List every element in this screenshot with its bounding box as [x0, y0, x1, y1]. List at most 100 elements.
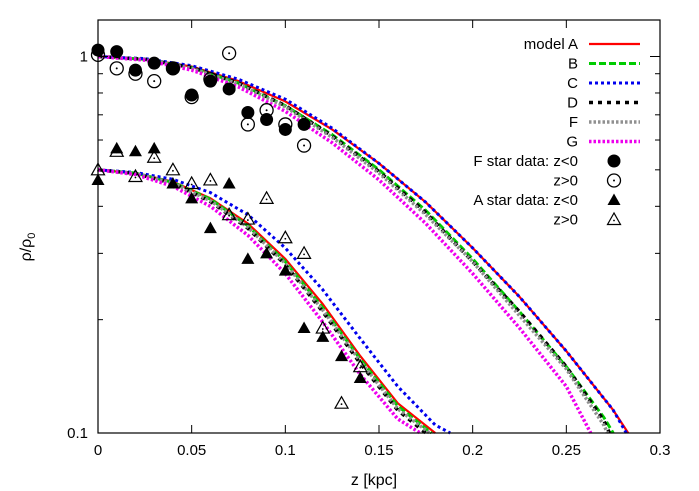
- legend-label: B: [568, 56, 578, 73]
- triangle-marker: [352, 358, 368, 373]
- data-point-3-12: [297, 321, 311, 334]
- x-tick-label: 0.15: [364, 442, 393, 459]
- x-tick-label: 0.1: [275, 442, 296, 459]
- triangle-marker: [296, 245, 312, 259]
- triangle-marker-center: [172, 169, 174, 172]
- y-axis-title-main: ρ/ρ: [18, 239, 35, 262]
- circle-marker: [259, 103, 274, 118]
- circle-marker: [297, 117, 311, 131]
- data-point-2-12: [296, 138, 312, 153]
- data-point-2-9: [240, 117, 256, 132]
- triangle-marker-center: [265, 198, 268, 201]
- data-point-3-8: [222, 176, 236, 189]
- data-point-4-10: [259, 190, 275, 204]
- circle-marker: [606, 173, 622, 188]
- x-tick-label: 0.05: [177, 442, 206, 459]
- curve-group-2-series-2: [97, 168, 433, 435]
- circle-marker: [241, 105, 255, 119]
- data-point-1-11: [278, 122, 292, 136]
- triangle-marker: [241, 252, 255, 264]
- data-point-3-11: [278, 264, 292, 276]
- curve-group-1-series-3: [97, 55, 628, 434]
- data-point-4-13: [315, 320, 331, 334]
- circle-marker-center: [303, 144, 306, 147]
- y-axis-title: ρ/ρ0: [18, 233, 38, 262]
- data-point-1-2: [110, 45, 124, 59]
- circle-marker: [203, 72, 218, 87]
- triangle-marker-center: [340, 403, 343, 406]
- data-point-2-11: [278, 117, 293, 132]
- triangle-marker: [222, 176, 236, 189]
- triangle-marker-center: [284, 237, 287, 240]
- circle-marker-center: [613, 179, 615, 182]
- data-point-4-12: [296, 245, 312, 259]
- legend-label: z>0: [553, 173, 578, 190]
- triangle-marker-center: [303, 253, 305, 256]
- circle-marker-center: [171, 67, 174, 70]
- curve-group-1-series-6: [97, 54, 593, 434]
- triangle-marker-center: [134, 176, 137, 179]
- triangle-marker: [184, 175, 200, 190]
- curves-layer: [97, 54, 630, 435]
- triangle-marker: [165, 162, 181, 176]
- triangle-marker: [335, 349, 349, 362]
- data-point-4-4: [146, 149, 162, 163]
- curve-group-2-series-6: [97, 168, 422, 435]
- data-point-1-8: [222, 82, 236, 96]
- triangle-marker: [166, 176, 180, 189]
- triangle-marker: [316, 330, 330, 342]
- triangle-marker-center: [613, 219, 615, 222]
- x-tick-label: 0.25: [552, 442, 581, 459]
- circle-marker-center: [115, 67, 118, 70]
- circle-marker: [110, 45, 124, 59]
- triangle-marker: [147, 141, 161, 154]
- triangle-marker: [297, 321, 311, 334]
- triangle-marker: [109, 143, 125, 157]
- circle-marker: [296, 138, 312, 153]
- y-tick-label: 0.1: [67, 425, 88, 442]
- legend-label: model A: [524, 36, 578, 53]
- curve-group-1-series-5: [97, 54, 610, 434]
- triangle-marker: [606, 211, 622, 226]
- circle-marker-center: [265, 109, 268, 112]
- triangle-marker-center: [321, 328, 324, 330]
- triangle-marker: [240, 211, 256, 225]
- circle-marker: [240, 117, 256, 132]
- x-tick-label: 0: [94, 442, 102, 459]
- legend-label: z>0: [553, 212, 578, 229]
- data-point-2-10: [259, 103, 274, 118]
- data-point-4-5: [165, 162, 181, 176]
- curve-group-2-series-5: [97, 168, 431, 435]
- data-point-4-9: [240, 211, 256, 225]
- triangle-marker: [127, 168, 143, 183]
- circle-marker: [278, 117, 293, 132]
- data-point-3-7: [203, 221, 217, 234]
- triangle-marker: [334, 395, 350, 409]
- triangle-marker: [185, 191, 199, 204]
- data-point-3-6: [185, 191, 199, 204]
- data-point-4-6: [184, 175, 200, 190]
- data-point-3-9: [241, 252, 255, 264]
- circle-marker: [165, 61, 181, 76]
- data-point-2-3: [128, 66, 143, 81]
- data-point-4-11: [277, 230, 293, 244]
- triangle-marker: [259, 190, 275, 204]
- y-axis-title-subscript: 0: [26, 233, 38, 239]
- data-point-3-3: [128, 144, 142, 157]
- triangle-marker-center: [359, 366, 362, 369]
- data-point-2-2: [109, 61, 124, 76]
- points-layer: [90, 43, 368, 409]
- triangle-marker-center: [190, 183, 193, 186]
- data-point-3-10: [260, 246, 274, 259]
- data-point-1-3: [128, 63, 142, 77]
- circle-marker-center: [228, 52, 231, 55]
- circle-marker: [147, 73, 162, 89]
- data-point-1-12: [297, 117, 311, 131]
- data-point-2-7: [203, 72, 218, 87]
- circle-marker: [222, 82, 236, 96]
- legend-marker-sample: [607, 193, 621, 205]
- circle-marker-center: [134, 72, 137, 75]
- legend-label: C: [567, 75, 578, 92]
